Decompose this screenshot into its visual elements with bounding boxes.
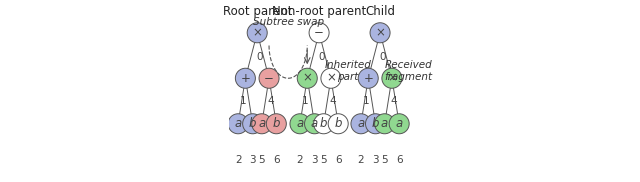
Text: 3: 3: [250, 155, 256, 165]
Circle shape: [365, 114, 385, 134]
Text: 2: 2: [358, 155, 364, 165]
Text: a: a: [381, 117, 388, 130]
Circle shape: [389, 114, 409, 134]
Circle shape: [314, 114, 333, 134]
Circle shape: [297, 68, 317, 88]
Text: 2: 2: [235, 155, 241, 165]
Text: ×: ×: [302, 72, 312, 85]
Text: 1: 1: [302, 96, 308, 106]
Text: ×: ×: [252, 26, 262, 39]
Text: a: a: [296, 117, 303, 130]
Text: 6: 6: [396, 155, 403, 165]
Circle shape: [374, 114, 395, 134]
Text: b: b: [273, 117, 280, 130]
Text: a: a: [396, 117, 403, 130]
Text: b: b: [320, 117, 328, 130]
Text: 4: 4: [391, 96, 397, 106]
Circle shape: [370, 23, 390, 43]
Circle shape: [252, 114, 272, 134]
Text: 2: 2: [297, 155, 303, 165]
Text: 6: 6: [335, 155, 342, 165]
Circle shape: [228, 114, 248, 134]
Text: ×: ×: [326, 72, 336, 85]
Text: 4: 4: [268, 96, 275, 106]
Text: ×: ×: [375, 26, 385, 39]
Text: 0: 0: [380, 52, 386, 62]
Text: 1: 1: [240, 96, 246, 106]
Text: Root parent: Root parent: [223, 5, 292, 18]
Text: +: +: [364, 72, 373, 85]
Circle shape: [266, 114, 286, 134]
Circle shape: [321, 68, 341, 88]
Text: 3: 3: [372, 155, 379, 165]
Text: 6: 6: [273, 155, 280, 165]
Text: Non-root parent: Non-root parent: [272, 5, 366, 18]
Text: 1: 1: [363, 96, 369, 106]
Text: b: b: [249, 117, 257, 130]
Text: a: a: [234, 117, 242, 130]
Text: a: a: [258, 117, 266, 130]
Text: b: b: [335, 117, 342, 130]
Circle shape: [328, 114, 348, 134]
Circle shape: [236, 68, 255, 88]
Text: 0: 0: [257, 52, 263, 62]
Text: +: +: [241, 72, 250, 85]
Text: −: −: [264, 72, 274, 85]
Text: 4: 4: [330, 96, 337, 106]
Text: Inherited
part: Inherited part: [324, 60, 372, 82]
Circle shape: [382, 68, 402, 88]
Circle shape: [290, 114, 310, 134]
Text: b: b: [372, 117, 380, 130]
Text: 5: 5: [381, 155, 388, 165]
Text: Subtree swap: Subtree swap: [253, 17, 324, 27]
Text: a: a: [357, 117, 365, 130]
Circle shape: [305, 114, 324, 134]
Text: Received
fragment: Received fragment: [384, 60, 433, 82]
Text: Child: Child: [365, 5, 395, 18]
Circle shape: [309, 23, 329, 43]
Text: −: −: [314, 26, 324, 39]
Circle shape: [247, 23, 268, 43]
Text: 3: 3: [311, 155, 318, 165]
Circle shape: [351, 114, 371, 134]
Circle shape: [259, 68, 279, 88]
Text: a: a: [311, 117, 318, 130]
Circle shape: [358, 68, 378, 88]
Text: ×: ×: [387, 72, 397, 85]
Circle shape: [243, 114, 262, 134]
Text: 5: 5: [321, 155, 327, 165]
Text: 0: 0: [319, 52, 325, 62]
Text: 5: 5: [259, 155, 265, 165]
